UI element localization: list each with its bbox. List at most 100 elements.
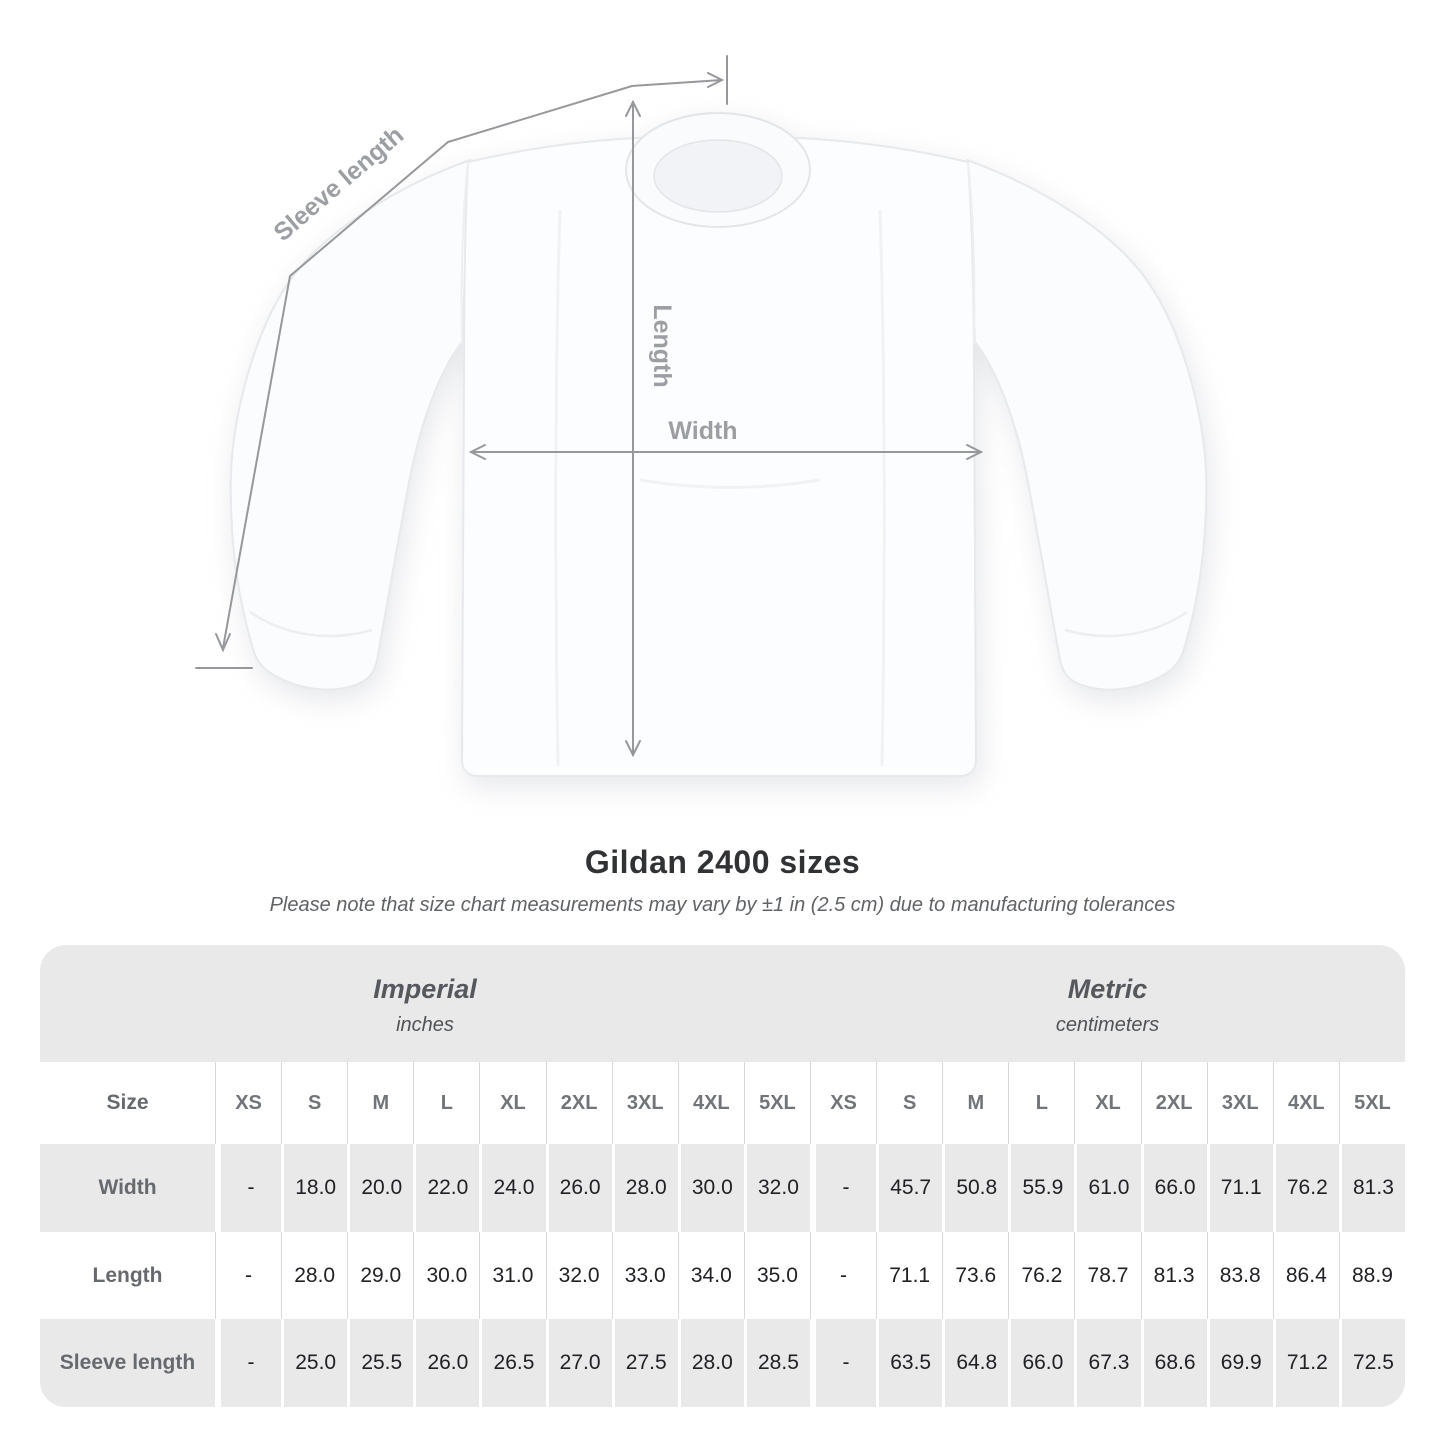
value-cell: 26.0 [545, 1144, 612, 1232]
measurement-row-width: Width -18.0 20.0 22.0 24.0 26.0 28.0 30.0 32.0-4… [40, 1144, 1405, 1232]
size-table: Imperial inches Metric centimeters Size X… [40, 945, 1405, 1407]
value-cell: 22.0 [413, 1144, 479, 1232]
value-cell: 26.5 [479, 1319, 545, 1407]
sleeve-length-arrow-bottom [215, 633, 231, 653]
value-cell: 20.0 [347, 1144, 413, 1232]
shirt-illustration [229, 112, 1208, 777]
size-header-cell: M [942, 1062, 1008, 1144]
size-header-cell: 5XL [1338, 1062, 1405, 1144]
left-sleeve [229, 158, 472, 691]
measurement-row-length: Length -28.0 29.0 30.0 31.0 32.0 33.0 34.0 35.0-… [40, 1232, 1405, 1319]
value-cell: 30.0 [413, 1232, 479, 1319]
value-cell: 31.0 [479, 1232, 545, 1319]
measurement-lines [195, 55, 984, 758]
value-cell: 26.0 [413, 1319, 479, 1407]
value-cell: - [215, 1232, 281, 1319]
value-cell: 32.0 [743, 1144, 810, 1232]
size-header-row: Size XS S M L XL 2XL 3XL 4XL 5XL XS S M L XL 2XL 3XL 4XL 5… [40, 1062, 1405, 1144]
value-cell: 34.0 [677, 1232, 744, 1319]
value-cell: 69.9 [1206, 1319, 1273, 1407]
page-title: Gildan 2400 sizes [584, 844, 861, 880]
value-cell: 71.1 [876, 1232, 942, 1319]
value-cell: 28.0 [281, 1232, 347, 1319]
imperial-unit: inches [396, 1014, 454, 1036]
value-cell: 71.1 [1206, 1144, 1273, 1232]
value-cell: 64.8 [942, 1319, 1008, 1407]
size-header-cell: 2XL [1140, 1062, 1207, 1144]
unit-group-imperial: Imperial inches [40, 945, 810, 1062]
width-arrow-right [966, 444, 984, 460]
value-cell: 66.0 [1140, 1144, 1207, 1232]
size-header-cell: 5XL [743, 1062, 810, 1144]
value-cell: 81.3 [1338, 1144, 1405, 1232]
value-cell: 30.0 [677, 1144, 744, 1232]
size-header-cell: XL [1074, 1062, 1140, 1144]
metric-heading: Metric [1067, 974, 1148, 1004]
size-header-cell: 3XL [1206, 1062, 1273, 1144]
size-header-cell: XL [479, 1062, 545, 1144]
collar-inner [653, 139, 783, 213]
size-header-cell: L [1008, 1062, 1074, 1144]
value-cell: - [215, 1319, 281, 1407]
size-header-cell: 3XL [611, 1062, 678, 1144]
size-header-cell: S [876, 1062, 942, 1144]
size-header-cell: 4XL [1272, 1062, 1339, 1144]
size-header-cell: XS [215, 1062, 281, 1144]
value-cell: 83.8 [1206, 1232, 1273, 1319]
value-cell: 18.0 [281, 1144, 347, 1232]
right-cuff-seam [1064, 610, 1188, 638]
value-cell: 61.0 [1074, 1144, 1140, 1232]
shirt-measurement-diagram: Sleeve length Length Width [195, 55, 1208, 777]
metric-unit: centimeters [1055, 1014, 1160, 1036]
sleeve-length-arrow-top [707, 72, 725, 88]
size-header-cell: 4XL [677, 1062, 744, 1144]
value-cell: 29.0 [347, 1232, 413, 1319]
value-cell: 68.6 [1140, 1319, 1207, 1407]
sleeve-length-measure-line [222, 79, 723, 649]
right-armhole-seam [967, 161, 976, 345]
size-grid: Size XS S M L XL 2XL 3XL 4XL 5XL XS S M L XL 2XL 3XL 4XL 5… [40, 1062, 1405, 1407]
value-cell: - [810, 1319, 876, 1407]
width-label: Width [668, 417, 737, 445]
value-cell: 28.5 [743, 1319, 810, 1407]
value-cell: 35.0 [743, 1232, 810, 1319]
value-cell: - [810, 1232, 876, 1319]
value-cell: 81.3 [1140, 1232, 1207, 1319]
value-cell: 66.0 [1008, 1319, 1074, 1407]
row-label: Length [92, 1263, 163, 1287]
length-arrow-top [625, 99, 641, 117]
length-label: Length [648, 304, 676, 387]
value-cell: 27.5 [611, 1319, 678, 1407]
size-column-header: Size [106, 1091, 149, 1114]
value-cell: 76.2 [1272, 1144, 1339, 1232]
value-cell: 67.3 [1074, 1319, 1140, 1407]
size-header-cell: S [281, 1062, 347, 1144]
measurement-row-sleeve-length: Sleeve length -25.0 25.5 26.0 26.5 27.0 27.5 28… [40, 1319, 1405, 1407]
value-cell: 78.7 [1074, 1232, 1140, 1319]
value-cell: 50.8 [942, 1144, 1008, 1232]
shirt-body [460, 134, 978, 777]
row-label: Width [98, 1176, 157, 1199]
value-cell: 33.0 [611, 1232, 678, 1319]
value-cell: 32.0 [545, 1232, 612, 1319]
imperial-heading: Imperial [373, 974, 477, 1004]
size-header-cell: 2XL [545, 1062, 612, 1144]
value-cell: 73.6 [942, 1232, 1008, 1319]
value-cell: 27.0 [545, 1319, 612, 1407]
value-cell: 28.0 [677, 1319, 744, 1407]
value-cell: 72.5 [1338, 1319, 1405, 1407]
size-header-cell: XS [810, 1062, 876, 1144]
value-cell: 71.2 [1272, 1319, 1339, 1407]
value-cell: 55.9 [1008, 1144, 1074, 1232]
row-label: Sleeve length [59, 1351, 196, 1374]
width-arrow-left [468, 444, 486, 460]
left-cuff-seam [249, 610, 373, 638]
fold-line [554, 209, 562, 767]
right-sleeve [965, 158, 1208, 691]
value-cell: 28.0 [611, 1144, 678, 1232]
value-cell: 63.5 [876, 1319, 942, 1407]
page-subtitle: Please note that size chart measurements… [269, 894, 1176, 916]
size-header-cell: M [347, 1062, 413, 1144]
value-cell: - [810, 1144, 876, 1232]
value-cell: 25.5 [347, 1319, 413, 1407]
